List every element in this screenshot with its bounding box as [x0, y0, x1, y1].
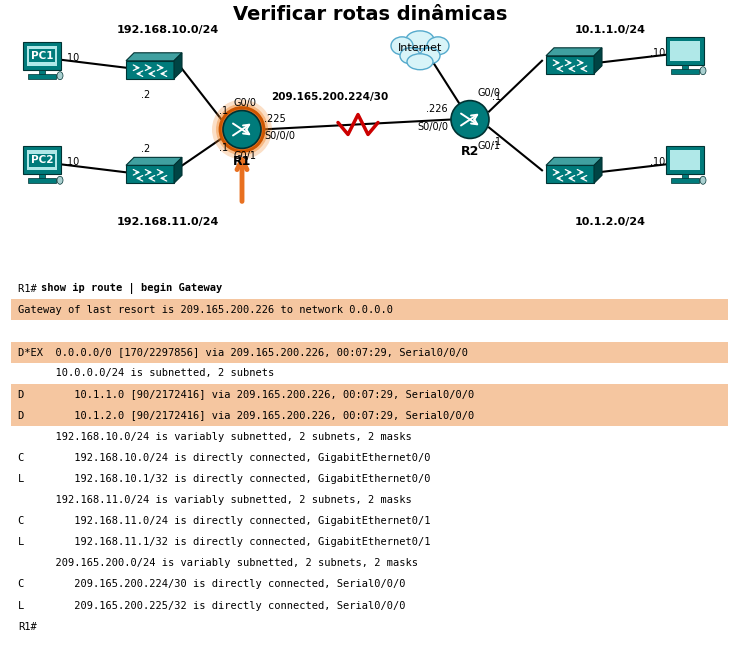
Bar: [27, 150, 57, 170]
Polygon shape: [126, 157, 182, 165]
Text: .1: .1: [492, 91, 501, 102]
Ellipse shape: [427, 37, 449, 55]
Text: Gateway of last resort is 209.165.200.226 to network 0.0.0.0: Gateway of last resort is 209.165.200.22…: [18, 305, 393, 315]
Text: C        192.168.11.0/24 is directly connected, GigabitEthernet0/1: C 192.168.11.0/24 is directly connected,…: [18, 516, 431, 526]
Polygon shape: [546, 165, 594, 183]
Ellipse shape: [700, 67, 706, 75]
Bar: [11, 405, 728, 426]
Text: D        10.1.2.0 [90/2172416] via 209.165.200.226, 00:07:29, Serial0/0/0: D 10.1.2.0 [90/2172416] via 209.165.200.…: [18, 411, 474, 421]
Polygon shape: [594, 48, 602, 74]
Text: G0/0: G0/0: [234, 98, 257, 108]
Bar: [39, 174, 45, 179]
Bar: [666, 37, 704, 65]
Text: 192.168.11.0/24: 192.168.11.0/24: [117, 217, 219, 227]
Text: .2: .2: [141, 89, 151, 100]
Text: 10.1.2.0/24: 10.1.2.0/24: [574, 217, 645, 227]
Text: R1: R1: [233, 156, 251, 168]
Text: PC2: PC2: [31, 156, 53, 165]
Text: D*EX  0.0.0.0/0 [170/2297856] via 209.165.200.226, 00:07:29, Serial0/0/0: D*EX 0.0.0.0/0 [170/2297856] via 209.165…: [18, 347, 469, 357]
Circle shape: [223, 111, 261, 148]
Bar: [671, 178, 699, 183]
Ellipse shape: [57, 72, 63, 80]
FancyBboxPatch shape: [0, 263, 739, 648]
Ellipse shape: [407, 54, 433, 70]
Bar: [11, 341, 728, 363]
Text: L        192.168.11.1/32 is directly connected, GigabitEthernet0/1: L 192.168.11.1/32 is directly connected,…: [18, 537, 431, 547]
Circle shape: [216, 104, 268, 156]
Text: S0/0/0: S0/0/0: [264, 132, 295, 141]
Bar: [11, 384, 728, 405]
Bar: [28, 74, 56, 78]
Text: R1#: R1#: [18, 284, 44, 294]
Bar: [27, 46, 57, 65]
Bar: [670, 150, 700, 170]
Polygon shape: [174, 52, 182, 78]
Text: D        10.1.1.0 [90/2172416] via 209.165.200.226, 00:07:29, Serial0/0/0: D 10.1.1.0 [90/2172416] via 209.165.200.…: [18, 389, 474, 399]
Text: .1: .1: [492, 137, 501, 148]
Text: .10: .10: [650, 48, 665, 58]
Bar: [666, 146, 704, 174]
Bar: [671, 69, 699, 74]
Bar: [23, 42, 61, 70]
Polygon shape: [126, 52, 182, 61]
Polygon shape: [594, 157, 602, 183]
Text: L        209.165.200.225/32 is directly connected, Serial0/0/0: L 209.165.200.225/32 is directly connect…: [18, 601, 406, 610]
Bar: [39, 70, 45, 75]
Polygon shape: [174, 157, 182, 183]
Text: .226: .226: [426, 104, 448, 113]
Text: Verificar rotas dinâmicas: Verificar rotas dinâmicas: [233, 5, 507, 24]
Bar: [682, 174, 688, 179]
Text: 10.0.0.0/24 is subnetted, 2 subnets: 10.0.0.0/24 is subnetted, 2 subnets: [18, 368, 274, 378]
Text: PC1: PC1: [31, 51, 53, 61]
Text: 209.165.200.0/24 is variably subnetted, 2 subnets, 2 masks: 209.165.200.0/24 is variably subnetted, …: [18, 559, 418, 568]
Bar: [670, 41, 700, 61]
Circle shape: [212, 100, 272, 159]
Ellipse shape: [700, 176, 706, 184]
Text: 192.168.11.0/24 is variably subnetted, 2 subnets, 2 masks: 192.168.11.0/24 is variably subnetted, 2…: [18, 495, 412, 505]
Bar: [28, 178, 56, 183]
Bar: [11, 299, 728, 321]
Circle shape: [451, 100, 489, 139]
Text: L        192.168.10.1/32 is directly connected, GigabitEthernet0/0: L 192.168.10.1/32 is directly connected,…: [18, 474, 431, 484]
Text: .10: .10: [64, 52, 79, 63]
Bar: [23, 146, 61, 174]
Polygon shape: [546, 157, 602, 165]
Text: G0/1: G0/1: [478, 141, 501, 152]
Text: S0/0/0: S0/0/0: [417, 122, 448, 132]
Polygon shape: [126, 165, 174, 183]
Text: 209.165.200.224/30: 209.165.200.224/30: [271, 91, 389, 102]
Text: G0/1: G0/1: [234, 152, 257, 161]
Text: Internet: Internet: [398, 43, 442, 52]
Text: .10: .10: [64, 157, 79, 167]
Text: .225: .225: [264, 113, 286, 124]
Ellipse shape: [420, 48, 440, 64]
Text: 192.168.10.0/24 is variably subnetted, 2 subnets, 2 masks: 192.168.10.0/24 is variably subnetted, 2…: [18, 432, 412, 442]
Text: 192.168.10.0/24: 192.168.10.0/24: [117, 25, 219, 35]
Text: .2: .2: [141, 145, 151, 154]
Text: show ip route | begin Gateway: show ip route | begin Gateway: [41, 283, 222, 294]
Text: .1: .1: [219, 143, 228, 154]
Text: .1: .1: [219, 106, 228, 115]
Text: C        192.168.10.0/24 is directly connected, GigabitEthernet0/0: C 192.168.10.0/24 is directly connected,…: [18, 453, 431, 463]
Circle shape: [219, 106, 265, 152]
Ellipse shape: [400, 48, 420, 64]
Text: C        209.165.200.224/30 is directly connected, Serial0/0/0: C 209.165.200.224/30 is directly connect…: [18, 579, 406, 590]
Circle shape: [220, 108, 264, 152]
Text: G0/0: G0/0: [478, 87, 501, 98]
Text: .10: .10: [650, 157, 665, 167]
Text: R1#: R1#: [18, 621, 37, 632]
Polygon shape: [546, 56, 594, 74]
Ellipse shape: [406, 31, 434, 49]
Bar: [682, 65, 688, 70]
Polygon shape: [546, 48, 602, 56]
Polygon shape: [126, 61, 174, 78]
Ellipse shape: [57, 176, 63, 184]
Text: R2: R2: [461, 145, 479, 158]
Text: 10.1.1.0/24: 10.1.1.0/24: [574, 25, 645, 35]
Ellipse shape: [391, 37, 413, 55]
